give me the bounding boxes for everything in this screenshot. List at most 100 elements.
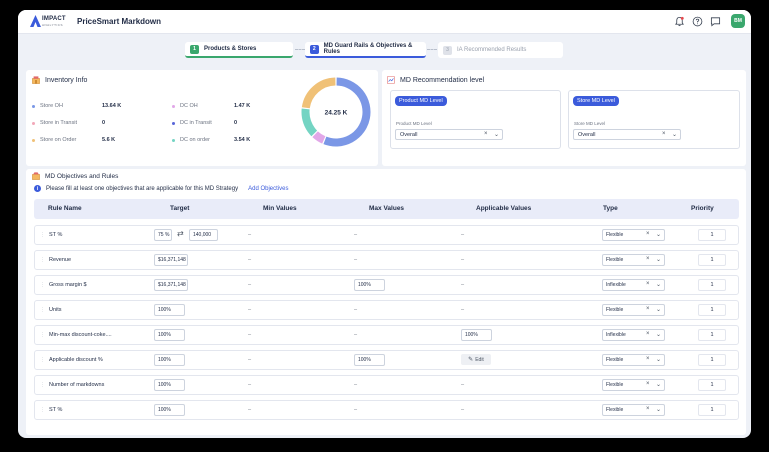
chevron-down-icon[interactable]: ⌄ [656,257,662,263]
product-md-level-select[interactable]: Overall × ⌄ [395,129,503,140]
rule-name: ST % [49,232,63,238]
target-input[interactable]: 100% [154,354,185,366]
priority-input[interactable]: 1 [698,279,726,291]
drag-handle-icon[interactable]: ⋮ [40,382,45,388]
max-value: – [354,382,358,388]
table-row[interactable]: ⋮ Min-max discount-coke.... 100% – – 100… [34,325,739,345]
chevron-down-icon[interactable]: ⌄ [656,232,662,238]
priority-input[interactable]: 1 [698,404,726,416]
priority-input[interactable]: 1 [698,329,726,341]
chevron-down-icon[interactable]: ⌄ [672,132,678,138]
md-recommendation-title: MD Recommendation level [387,76,484,84]
step-guard-rails[interactable]: 2 MD Guard Rails & Objectives & Rules [305,42,426,58]
table-row[interactable]: ⋮ Units 100% – – – Flexible × ⌄ 1 [34,300,739,320]
swap-arrows-icon[interactable]: ⇄ [177,229,184,238]
inv-dc-order-label: DC on order [172,137,210,143]
table-row[interactable]: ⋮ Applicable discount % 100% – 100% ✎ Ed… [34,350,739,370]
bell-icon[interactable] [674,16,685,27]
priority-input[interactable]: 1 [698,354,726,366]
chevron-down-icon[interactable]: ⌄ [656,307,662,313]
type-select[interactable]: Flexible × ⌄ [602,404,665,416]
type-select[interactable]: Flexible × ⌄ [602,229,665,241]
max-value: – [354,407,358,413]
add-objectives-link[interactable]: Add Objectives [248,185,289,192]
help-icon[interactable] [692,16,703,27]
target-input[interactable]: 100% [154,304,185,316]
rule-name: Units [49,307,62,313]
col-priority[interactable]: Priority [691,205,714,212]
min-value: – [248,407,252,413]
type-select[interactable]: Inflexible × ⌄ [602,329,665,341]
target-input[interactable]: 100% [154,379,185,391]
priority-input[interactable]: 1 [698,304,726,316]
app-title: PriceSmart Markdown [77,17,162,26]
chevron-down-icon[interactable]: ⌄ [656,282,662,288]
inv-dc-transit-value: 0 [234,120,238,126]
table-row[interactable]: ⋮ ST % 100% – – – Flexible × ⌄ 1 [34,400,739,420]
drag-handle-icon[interactable]: ⋮ [40,407,45,413]
target-secondary-input[interactable]: 140,000 [189,229,218,241]
priority-input[interactable]: 1 [698,379,726,391]
target-input[interactable]: $16,371,148 [154,279,188,291]
impact-logo[interactable]: IMPACT ANALYTICS [30,15,72,29]
clear-icon[interactable]: × [484,131,488,137]
chevron-down-icon[interactable]: ⌄ [656,382,662,388]
clear-icon[interactable]: × [646,256,650,262]
chevron-down-icon[interactable]: ⌄ [656,332,662,338]
clear-icon[interactable]: × [646,381,650,387]
table-row[interactable]: ⋮ Revenue $16,371,148 – – – Flexible × ⌄ 1 [34,250,739,270]
clear-icon[interactable]: × [646,281,650,287]
clear-icon[interactable]: × [662,131,666,137]
rule-name: Gross margin $ [49,282,87,288]
clear-icon[interactable]: × [646,231,650,237]
priority-input[interactable]: 1 [698,229,726,241]
type-select[interactable]: Flexible × ⌄ [602,254,665,266]
clear-icon[interactable]: × [646,356,650,362]
target-input[interactable]: 75 % [154,229,172,241]
drag-handle-icon[interactable]: ⋮ [40,332,45,338]
max-value-input[interactable]: 100% [354,354,385,366]
clear-icon[interactable]: × [646,331,650,337]
priority-input[interactable]: 1 [698,254,726,266]
table-row[interactable]: ⋮ Number of markdowns 100% – – – Flexibl… [34,375,739,395]
min-value: – [248,232,252,238]
target-input[interactable]: 100% [154,329,185,341]
store-md-level-value: Overall [578,131,596,138]
max-value-input[interactable]: 100% [354,279,385,291]
store-md-level-select[interactable]: Overall × ⌄ [573,129,681,140]
table-row[interactable]: ⋮ Gross margin $ $16,371,148 – 100% – In… [34,275,739,295]
type-select[interactable]: Inflexible × ⌄ [602,279,665,291]
clear-icon[interactable]: × [646,306,650,312]
chat-icon[interactable] [710,16,721,27]
col-applicable-values[interactable]: Applicable Values [476,205,532,212]
col-rule-name[interactable]: Rule Name [48,205,82,212]
target-input[interactable]: 100% [154,404,185,416]
drag-handle-icon[interactable]: ⋮ [40,257,45,263]
chevron-down-icon[interactable]: ⌄ [656,357,662,363]
chevron-down-icon[interactable]: ⌄ [656,407,662,413]
drag-handle-icon[interactable]: ⋮ [40,282,45,288]
drag-handle-icon[interactable]: ⋮ [40,357,45,363]
target-input[interactable]: $16,371,148 [154,254,188,266]
edit-applicable-button[interactable]: ✎ Edit [461,354,491,365]
type-select[interactable]: Flexible × ⌄ [602,304,665,316]
applicable-value-input[interactable]: 100% [461,329,492,341]
clear-icon[interactable]: × [646,406,650,412]
step-ia-results[interactable]: 3 IA Recommended Results [438,42,563,58]
col-min-values[interactable]: Min Values [263,205,297,212]
col-target[interactable]: Target [170,205,190,212]
chevron-down-icon[interactable]: ⌄ [494,132,500,138]
drag-handle-icon[interactable]: ⋮ [40,307,45,313]
type-select[interactable]: Flexible × ⌄ [602,354,665,366]
applicable-value: – [461,407,465,413]
step-products-stores[interactable]: 1 Products & Stores [185,42,293,58]
user-avatar[interactable]: BM [731,14,745,28]
top-header: IMPACT ANALYTICS PriceSmart Markdown BM [18,10,751,34]
table-row[interactable]: ⋮ ST % 75 % ⇄ 140,000 – – – Flexible × ⌄ 1 [34,225,739,245]
col-max-values[interactable]: Max Values [369,205,405,212]
drag-handle-icon[interactable]: ⋮ [40,232,45,238]
rule-name: Revenue [49,257,72,263]
inv-store-oh-label: Store OH [32,103,63,109]
type-select[interactable]: Flexible × ⌄ [602,379,665,391]
col-type[interactable]: Type [603,205,618,212]
